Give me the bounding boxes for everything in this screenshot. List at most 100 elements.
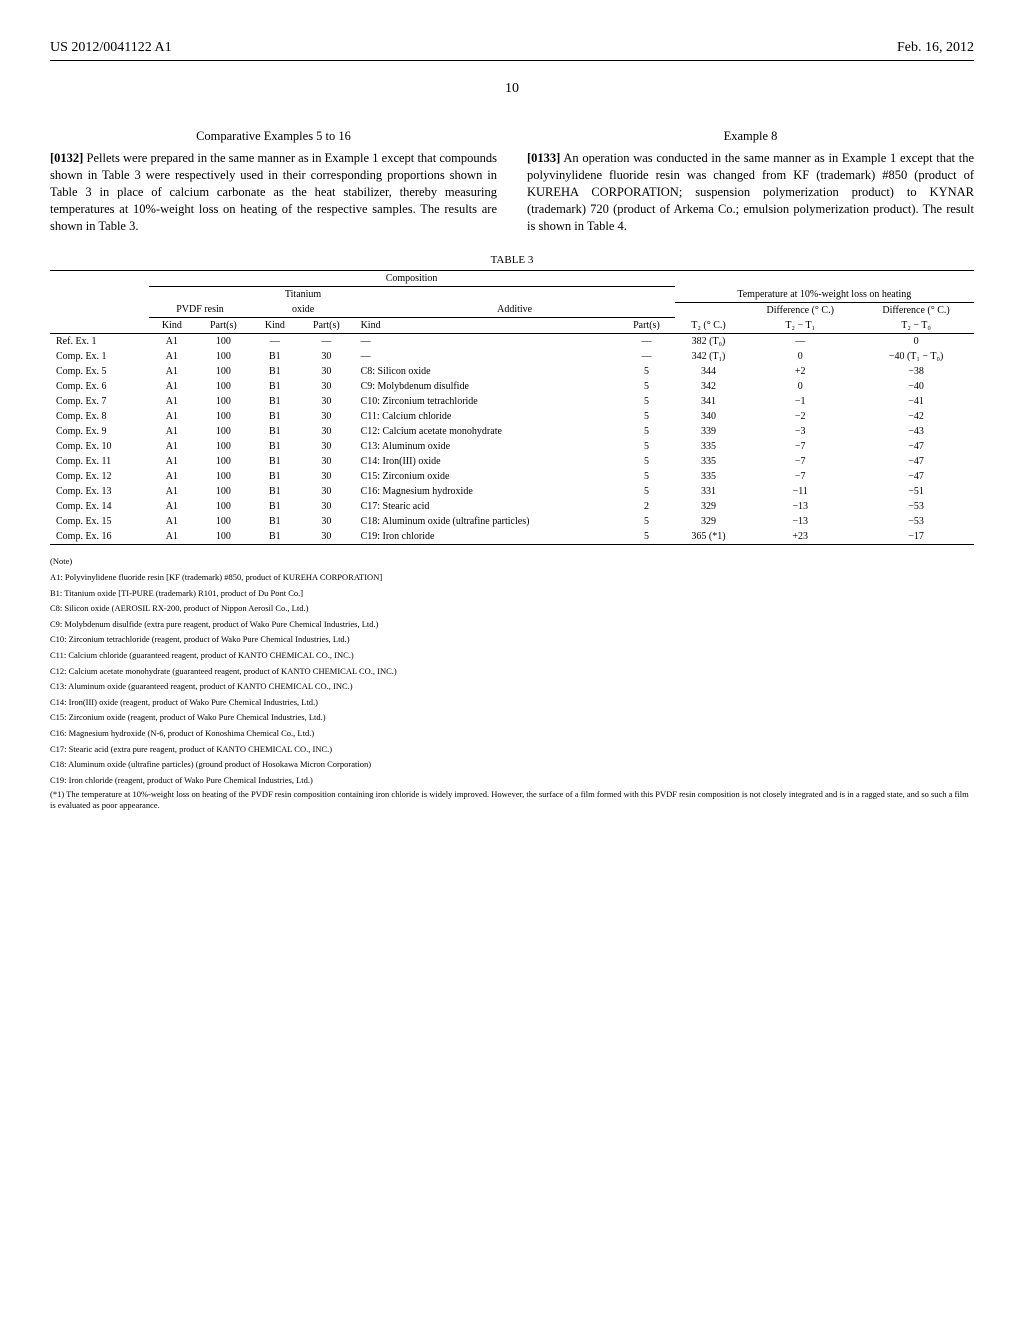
col-pvdf: PVDF resin [149,302,252,318]
cell: A1 [149,349,196,364]
section-heading-left: Comparative Examples 5 to 16 [50,129,497,144]
cell: 30 [298,439,354,454]
cell: 365 (*1) [675,529,743,545]
cell: −1 [742,394,858,409]
cell: 5 [618,469,674,484]
cell: B1 [252,424,299,439]
cell: 344 [675,364,743,379]
para-text: An operation was conducted in the same m… [527,151,974,233]
table-notes: (Note) A1: Polyvinylidene fluoride resin… [50,555,974,811]
cell: 335 [675,454,743,469]
note-line: C9: Molybdenum disulfide (extra pure rea… [50,618,974,632]
cell: 100 [195,409,251,424]
col-d1: T₂ − T₁ [742,318,858,334]
right-column: Example 8 [0133] An operation was conduc… [527,117,974,234]
table-row: Ref. Ex. 1A1100————382 (T₀)—0 [50,334,974,350]
table-row: Comp. Ex. 1A1100B130——342 (T₁)0−40 (T₁ −… [50,349,974,364]
cell: B1 [252,454,299,469]
cell: 30 [298,514,354,529]
cell: 30 [298,529,354,545]
note-line: C13: Aluminum oxide (guaranteed reagent,… [50,680,974,694]
note-line: C17: Stearic acid (extra pure reagent, p… [50,743,974,757]
table-row: Comp. Ex. 15A1100B130C18: Aluminum oxide… [50,514,974,529]
cell: 30 [298,469,354,484]
cell: 5 [618,409,674,424]
cell: B1 [252,409,299,424]
cell: 342 (T₁) [675,349,743,364]
cell-additive: C9: Molybdenum disulfide [355,379,619,394]
cell: 335 [675,469,743,484]
cell-additive: C14: Iron(III) oxide [355,454,619,469]
cell: 30 [298,349,354,364]
cell-additive: C11: Calcium chloride [355,409,619,424]
cell: −13 [742,499,858,514]
cell: 30 [298,409,354,424]
col-kind: Kind [149,318,196,334]
cell: B1 [252,394,299,409]
cell: B1 [252,499,299,514]
cell: A1 [149,334,196,350]
row-label: Comp. Ex. 12 [50,469,149,484]
row-label: Comp. Ex. 5 [50,364,149,379]
body-columns: Comparative Examples 5 to 16 [0132] Pell… [50,117,974,234]
cell-additive: C13: Aluminum oxide [355,439,619,454]
cell: 382 (T₀) [675,334,743,350]
cell: 335 [675,439,743,454]
cell: A1 [149,424,196,439]
cell: −47 [858,454,974,469]
table-row: Comp. Ex. 6A1100B130C9: Molybdenum disul… [50,379,974,394]
table-row: Comp. Ex. 13A1100B130C16: Magnesium hydr… [50,484,974,499]
cell: −40 (T₁ − T₀) [858,349,974,364]
cell: 100 [195,349,251,364]
cell-additive: — [355,334,619,350]
cell: 2 [618,499,674,514]
col-group-temp: Temperature at 10%-weight loss on heatin… [675,287,974,303]
cell: −43 [858,424,974,439]
page-number: 10 [50,81,974,97]
cell: A1 [149,379,196,394]
col-kind: Kind [355,318,619,334]
table-body: Ref. Ex. 1A1100————382 (T₀)—0 Comp. Ex. 1… [50,334,974,545]
cell: −47 [858,439,974,454]
cell: −51 [858,484,974,499]
cell: 5 [618,424,674,439]
para-number: [0133] [527,151,560,165]
paragraph-0133: [0133] An operation was conducted in the… [527,150,974,234]
cell-additive: C10: Zirconium tetrachloride [355,394,619,409]
note-line: C14: Iron(III) oxide (reagent, product o… [50,696,974,710]
col-oxide: oxide [252,302,355,318]
col-parts: Part(s) [618,318,674,334]
cell: — [618,334,674,350]
row-label: Comp. Ex. 7 [50,394,149,409]
cell: A1 [149,454,196,469]
cell: B1 [252,529,299,545]
footnote-star1: (*1) The temperature at 10%-weight loss … [50,789,974,811]
row-label: Comp. Ex. 14 [50,499,149,514]
publication-number: US 2012/0041122 A1 [50,40,172,56]
cell: −53 [858,499,974,514]
table-row: Comp. Ex. 9A1100B130C12: Calcium acetate… [50,424,974,439]
cell: −47 [858,469,974,484]
table-row: Comp. Ex. 11A1100B130C14: Iron(III) oxid… [50,454,974,469]
cell: 30 [298,379,354,394]
col-d2: T₂ − T₀ [858,318,974,334]
note-line: C12: Calcium acetate monohydrate (guaran… [50,665,974,679]
table-head: Composition Titanium Temperature at 10%-… [50,271,974,334]
cell: −7 [742,439,858,454]
paragraph-0132: [0132] Pellets were prepared in the same… [50,150,497,234]
cell: −41 [858,394,974,409]
cell: A1 [149,529,196,545]
cell: 5 [618,439,674,454]
cell: A1 [149,499,196,514]
table-row: Comp. Ex. 8A1100B130C11: Calcium chlorid… [50,409,974,424]
cell: 30 [298,499,354,514]
row-label: Comp. Ex. 9 [50,424,149,439]
cell-additive: C8: Silicon oxide [355,364,619,379]
cell: B1 [252,469,299,484]
cell: −38 [858,364,974,379]
cell: 30 [298,364,354,379]
cell-additive: — [355,349,619,364]
cell: 339 [675,424,743,439]
cell: B1 [252,349,299,364]
table-row: Comp. Ex. 7A1100B130C10: Zirconium tetra… [50,394,974,409]
